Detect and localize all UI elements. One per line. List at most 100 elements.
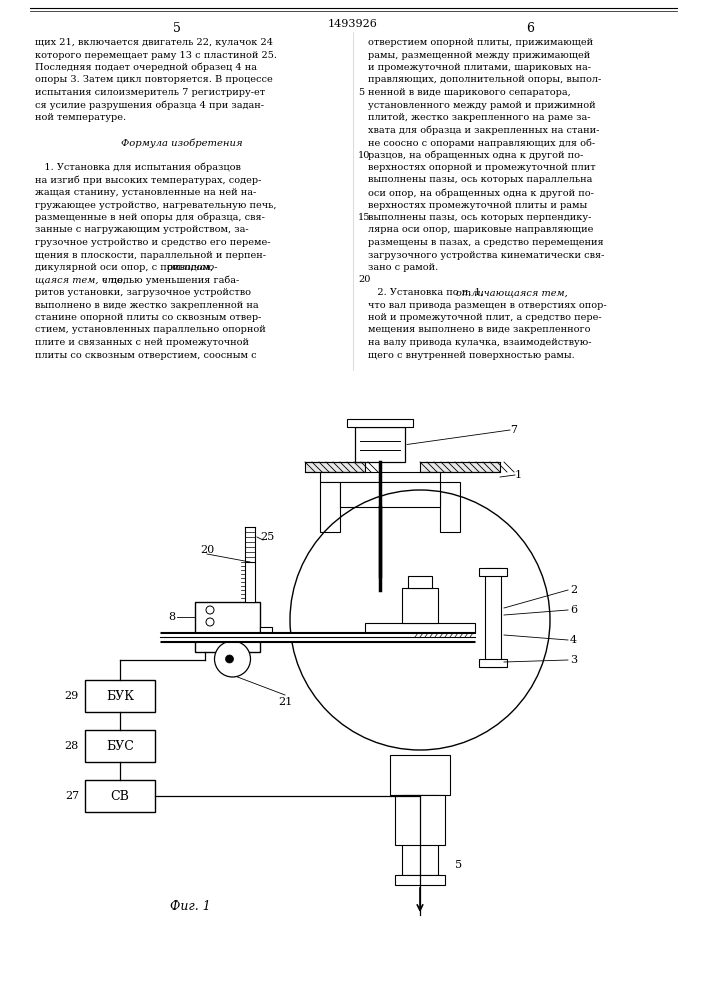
Text: установленного между рамой и прижимной: установленного между рамой и прижимной (368, 101, 595, 109)
Text: занные с нагружающим устройством, за-: занные с нагружающим устройством, за- (35, 226, 249, 234)
Text: отверстием опорной плиты, прижимающей: отверстием опорной плиты, прижимающей (368, 38, 593, 47)
Bar (395, 875, 445, 885)
Text: 5: 5 (173, 22, 181, 35)
Bar (320, 482, 340, 532)
Text: дикулярной оси опор, с приводом,: дикулярной оси опор, с приводом, (35, 263, 216, 272)
Text: 21: 21 (278, 697, 292, 707)
Circle shape (226, 655, 233, 663)
Text: выполнены пазы, ось которых перпендику-: выполнены пазы, ось которых перпендику- (368, 213, 591, 222)
Text: 3: 3 (570, 655, 577, 665)
Text: правляющих, дополнительной опоры, выпол-: правляющих, дополнительной опоры, выпол- (368, 76, 601, 85)
Text: 27: 27 (65, 791, 79, 801)
Bar (85, 730, 155, 762)
Bar (402, 588, 438, 623)
Bar (440, 482, 460, 532)
Text: щего с внутренней поверхностью рамы.: щего с внутренней поверхностью рамы. (368, 351, 575, 360)
Text: щаяся тем, что,: щаяся тем, что, (35, 275, 126, 284)
Bar (347, 419, 413, 427)
Circle shape (214, 641, 250, 677)
Bar (85, 680, 155, 712)
Text: щения в плоскости, параллельной и перпен-: щения в плоскости, параллельной и перпен… (35, 250, 266, 259)
Text: БУК: БУК (106, 690, 134, 702)
Text: Последняя подает очередной образец 4 на: Последняя подает очередной образец 4 на (35, 63, 257, 73)
Bar (245, 562, 255, 602)
Text: 1: 1 (515, 470, 522, 480)
Text: 5: 5 (358, 88, 364, 97)
Text: хвата для образца и закрепленных на стани-: хвата для образца и закрепленных на стан… (368, 125, 600, 135)
Text: 29: 29 (65, 691, 79, 701)
Text: испытания силоизмеритель 7 регистриру-ет: испытания силоизмеритель 7 регистриру-ет (35, 88, 265, 97)
Text: верхностях опорной и промежуточной плит: верхностях опорной и промежуточной плит (368, 163, 595, 172)
Text: ритов установки, загрузочное устройство: ритов установки, загрузочное устройство (35, 288, 251, 297)
Text: загрузочного устройства кинематически свя-: загрузочного устройства кинематически св… (368, 250, 604, 259)
Bar (320, 472, 440, 482)
Text: разцов, на обращенных одна к другой по-: разцов, на обращенных одна к другой по- (368, 150, 583, 160)
Bar (479, 659, 507, 667)
Bar (408, 576, 432, 588)
Text: станине опорной плиты со сквозным отвер-: станине опорной плиты со сквозным отвер- (35, 313, 262, 322)
Text: жащая станину, установленные на ней на-: жащая станину, установленные на ней на- (35, 188, 256, 197)
Text: мещения выполнено в виде закрепленного: мещения выполнено в виде закрепленного (368, 326, 590, 334)
Text: размещенные в ней опоры для образца, свя-: размещенные в ней опоры для образца, свя… (35, 213, 265, 223)
Text: 2: 2 (570, 585, 577, 595)
Text: 6: 6 (570, 605, 577, 615)
Text: на валу привода кулачка, взаимодействую-: на валу привода кулачка, взаимодействую- (368, 338, 592, 347)
Text: стием, установленных параллельно опорной: стием, установленных параллельно опорной (35, 326, 266, 334)
Text: грузочное устройство и средство его переме-: грузочное устройство и средство его пере… (35, 238, 271, 247)
Text: плитой, жестко закрепленного на раме за-: плитой, жестко закрепленного на раме за- (368, 113, 590, 122)
Bar (305, 462, 365, 472)
Text: опоры 3. Затем цикл повторяется. В процессе: опоры 3. Затем цикл повторяется. В проце… (35, 76, 273, 85)
Bar (85, 780, 155, 812)
Text: плите и связанных с ней промежуточной: плите и связанных с ней промежуточной (35, 338, 249, 347)
Text: которого перемещает раму 13 с пластиной 25.: которого перемещает раму 13 с пластиной … (35, 50, 277, 60)
Text: с целью уменьшения габа-: с целью уменьшения габа- (99, 275, 239, 285)
Text: ненной в виде шарикового сепаратора,: ненной в виде шарикового сепаратора, (368, 88, 571, 97)
Text: гружающее устройство, нагревательную печь,: гружающее устройство, нагревательную печ… (35, 200, 276, 210)
Text: 8: 8 (168, 612, 175, 622)
Text: зано с рамой.: зано с рамой. (368, 263, 438, 272)
Bar (395, 795, 445, 845)
Text: верхностях промежуточной плиты и рамы: верхностях промежуточной плиты и рамы (368, 200, 588, 210)
Text: 20: 20 (358, 275, 370, 284)
Bar (365, 623, 475, 637)
Bar (402, 795, 438, 875)
Text: 7: 7 (510, 425, 517, 435)
Text: оси опор, на обращенных одна к другой по-: оси опор, на обращенных одна к другой по… (368, 188, 594, 198)
Text: размещены в пазах, а средство перемещения: размещены в пазах, а средство перемещени… (368, 238, 604, 247)
Text: и промежуточной плитами, шариковых на-: и промежуточной плитами, шариковых на- (368, 63, 591, 72)
Text: 6: 6 (526, 22, 534, 35)
Text: 25: 25 (260, 532, 274, 542)
Text: ся усилие разрушения образца 4 при задан-: ся усилие разрушения образца 4 при задан… (35, 101, 264, 110)
Bar (479, 568, 507, 576)
Bar (260, 627, 272, 639)
Text: 10: 10 (358, 150, 370, 159)
Text: 1493926: 1493926 (328, 19, 378, 29)
Text: 15: 15 (358, 213, 370, 222)
Bar (195, 602, 260, 652)
Text: 2. Установка по п. 1,: 2. Установка по п. 1, (368, 288, 487, 297)
Bar (420, 462, 500, 472)
Text: выполнены пазы, ось которых параллельна: выполнены пазы, ось которых параллельна (368, 176, 592, 184)
Text: лярна оси опор, шариковые направляющие: лярна оси опор, шариковые направляющие (368, 226, 593, 234)
Text: 28: 28 (65, 741, 79, 751)
Bar (390, 755, 450, 795)
Text: Формула изобретения: Формула изобретения (121, 138, 243, 147)
Text: 4: 4 (570, 635, 577, 645)
Bar (485, 568, 501, 667)
Text: 20: 20 (200, 545, 214, 555)
Text: СВ: СВ (110, 790, 129, 802)
Text: не соосно с опорами направляющих для об-: не соосно с опорами направляющих для об- (368, 138, 595, 147)
Text: выполнено в виде жестко закрепленной на: выполнено в виде жестко закрепленной на (35, 300, 259, 310)
Text: что вал привода размещен в отверстиях опор-: что вал привода размещен в отверстиях оп… (368, 300, 607, 310)
Text: Фиг. 1: Фиг. 1 (170, 900, 211, 913)
Text: БУС: БУС (106, 740, 134, 752)
Bar (340, 482, 440, 507)
Text: щих 21, включается двигатель 22, кулачок 24: щих 21, включается двигатель 22, кулачок… (35, 38, 273, 47)
Text: отличающаяся тем,: отличающаяся тем, (456, 288, 568, 297)
Text: 5: 5 (455, 860, 462, 870)
Text: ной и промежуточной плит, а средство пере-: ной и промежуточной плит, а средство пер… (368, 313, 602, 322)
Text: отличаю-: отличаю- (167, 263, 218, 272)
Text: плиты со сквозным отверстием, соосным с: плиты со сквозным отверстием, соосным с (35, 351, 257, 360)
Text: ной температуре.: ной температуре. (35, 113, 126, 122)
Text: рамы, размещенной между прижимающей: рамы, размещенной между прижимающей (368, 50, 590, 60)
